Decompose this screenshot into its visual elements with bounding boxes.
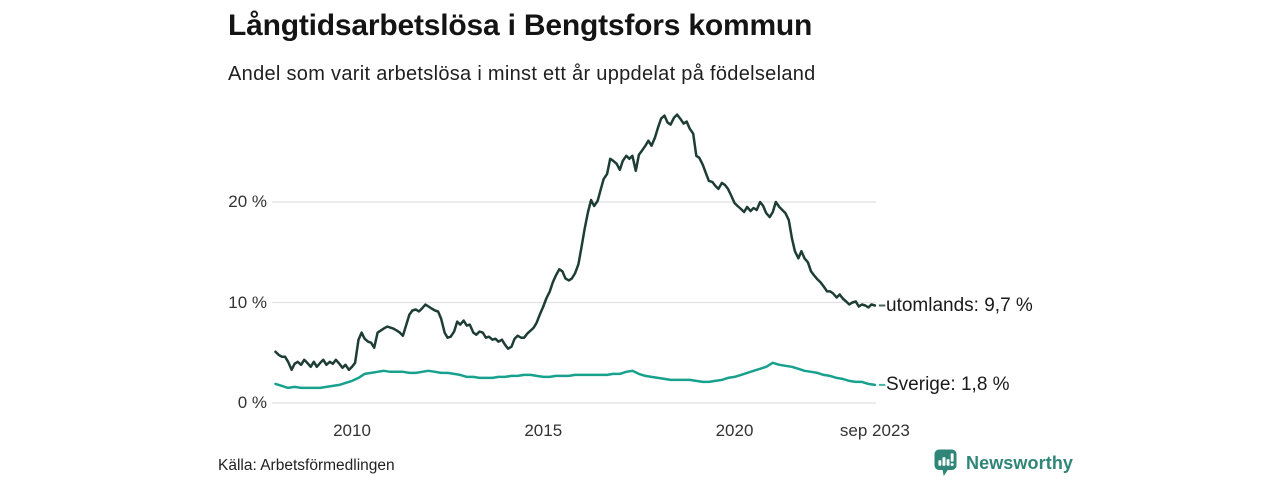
y-axis-tick-20: 20 % <box>228 192 267 211</box>
series-end-label-sverige: Sverige: 1,8 % <box>886 373 1010 395</box>
bar-chart-speech-bubble-icon <box>934 449 957 476</box>
x-axis-tick-2010: 2010 <box>333 421 371 440</box>
series-end-label-utomlands: utomlands: 9,7 % <box>886 294 1033 316</box>
brand-name: Newsworthy <box>966 452 1074 473</box>
source-attribution: Källa: Arbetsförmedlingen <box>218 457 395 474</box>
x-axis-tick-sep2023: sep 2023 <box>839 421 910 440</box>
gridlines <box>272 201 876 404</box>
newsworthy-logo[interactable]: Newsworthy <box>934 449 1073 477</box>
chart-subtitle: Andel som varit arbetslösa i minst ett å… <box>228 63 816 85</box>
y-axis-tick-10: 10 % <box>228 292 267 312</box>
page-title: Långtidsarbetslösa i Bengtsfors kommun <box>228 9 813 42</box>
y-axis-tick-0: 0 % <box>237 393 267 412</box>
x-axis-tick-2015: 2015 <box>524 421 563 440</box>
x-axis-tick-2020: 2020 <box>715 421 754 440</box>
label-connector-dashes <box>878 304 886 386</box>
series-lines <box>274 113 877 390</box>
